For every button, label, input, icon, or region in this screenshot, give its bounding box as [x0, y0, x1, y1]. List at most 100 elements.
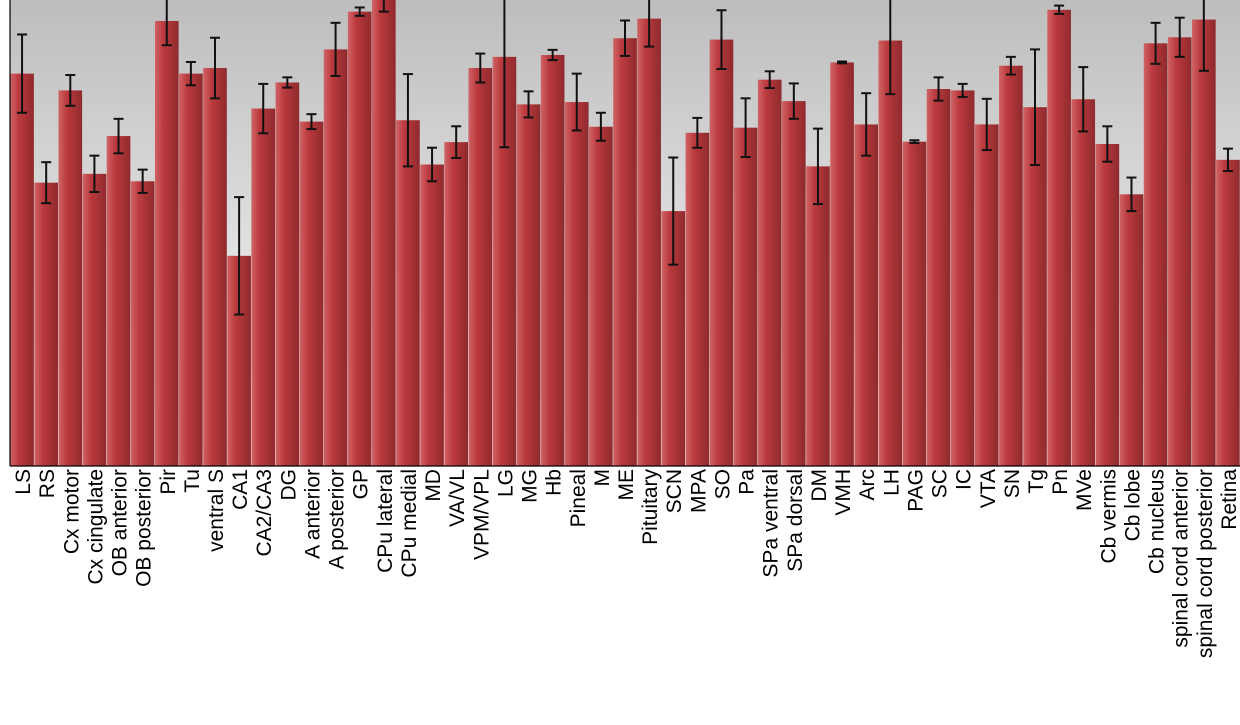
error-bar [716, 9, 727, 70]
bar [950, 90, 975, 467]
error-bar [65, 74, 76, 107]
error-bar [788, 82, 799, 120]
error-bar [1030, 48, 1040, 166]
bar [1023, 107, 1047, 467]
error-bar [354, 6, 365, 17]
category-label: MVe [1073, 469, 1096, 511]
category-label: SN [1001, 469, 1024, 498]
bar [999, 65, 1023, 467]
category-label: LS [12, 469, 35, 495]
category-label: CA2/CA3 [253, 469, 276, 557]
bar [179, 73, 203, 466]
category-label: Pn [1049, 469, 1072, 495]
error-bar [89, 154, 100, 193]
category-label: Cb lobe [1121, 469, 1144, 541]
bar [227, 255, 251, 466]
error-bar [402, 73, 413, 168]
category-label: RS [36, 469, 59, 498]
error-bar [161, 0, 172, 47]
bar [613, 38, 637, 467]
category-label: SCN [663, 469, 686, 513]
bar [564, 102, 589, 467]
error-bar [523, 90, 534, 119]
error-bar [692, 116, 703, 149]
error-bar [812, 127, 823, 206]
bar [251, 108, 276, 466]
category-label: M [591, 469, 614, 487]
bar [1216, 159, 1240, 466]
category-label: CPu lateral [374, 469, 397, 573]
error-bar [885, 0, 896, 96]
bar [782, 101, 806, 467]
category-label: A anterior [301, 469, 324, 559]
error-bar [258, 82, 269, 135]
error-bar [1054, 4, 1065, 15]
error-bar [282, 76, 293, 89]
category-label: GP [350, 469, 373, 499]
error-bar [764, 70, 775, 90]
error-bar [644, 0, 655, 48]
error-bar [234, 196, 245, 316]
error-bar [451, 125, 462, 159]
error-bar [668, 156, 679, 266]
bar [1143, 43, 1168, 467]
bar [444, 142, 468, 466]
bar [323, 49, 348, 467]
error-bar [306, 113, 317, 131]
category-label: PAG [904, 469, 927, 512]
bar [878, 40, 903, 466]
error-bar [1126, 176, 1137, 213]
category-label: Cb vermis [1097, 469, 1120, 564]
error-bar [837, 60, 848, 65]
bar [974, 124, 999, 467]
category-label: Cb nucleus [1146, 469, 1169, 574]
category-label: CPu medial [398, 469, 421, 578]
category-label: SPa ventral [760, 469, 783, 578]
category-label: Hb [543, 469, 566, 496]
error-bar [41, 161, 52, 205]
bar [902, 141, 927, 466]
bar [1119, 194, 1144, 466]
category-label: MG [519, 469, 542, 503]
error-bar [210, 36, 220, 100]
category-labels-layer: LS RS Cx motor Cx cingulate OB anterior OB po… [12, 469, 1240, 659]
category-label: OB anterior [109, 469, 132, 576]
category-label: Arc [856, 469, 879, 501]
error-bar [113, 117, 124, 155]
bar [685, 132, 710, 466]
bar [1047, 9, 1071, 466]
error-bar [1198, 0, 1209, 72]
bar [468, 68, 493, 466]
category-label: VPM/VPL [470, 469, 493, 560]
category-label: MPA [687, 469, 710, 513]
bar [420, 164, 444, 466]
error-bar [740, 97, 751, 159]
category-label: VMH [832, 469, 855, 516]
error-bar [1005, 55, 1016, 76]
category-label: SPa dorsal [784, 469, 807, 572]
error-bar [499, 0, 510, 149]
bar [757, 79, 782, 466]
error-bar [620, 19, 630, 57]
error-bar [137, 168, 148, 194]
category-label: IC [953, 469, 976, 490]
bar [299, 121, 324, 466]
bar [130, 181, 155, 466]
category-label: SC [929, 469, 952, 498]
bar [540, 54, 565, 467]
category-label: MD [422, 469, 445, 502]
category-label: ME [615, 469, 638, 501]
error-bar [933, 76, 944, 102]
error-bar [185, 60, 196, 87]
category-label: Pa [736, 469, 759, 495]
error-bar [571, 72, 582, 132]
category-label: Cx motor [60, 469, 83, 554]
error-bar [378, 0, 389, 13]
error-bar [981, 97, 992, 152]
category-label: Pituitary [639, 469, 662, 545]
bar [203, 68, 227, 466]
bar [589, 126, 613, 466]
error-bar [861, 92, 872, 157]
bar [10, 73, 34, 466]
